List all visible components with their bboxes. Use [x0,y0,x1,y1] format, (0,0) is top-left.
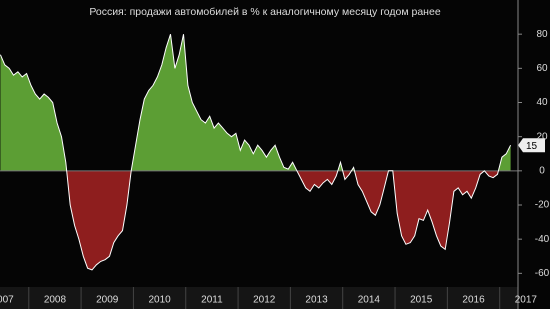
positive-area [0,34,511,171]
x-tick-label: 2012 [253,295,276,306]
y-tick-label: -60 [535,268,550,279]
x-axis-band [0,287,518,309]
x-tick-label: 2011 [201,295,223,306]
y-tick-label: 60 [536,63,548,74]
y-tick-label: 0 [539,165,545,176]
y-tick-label: -40 [535,234,550,245]
last-value-label: 15 [526,141,538,152]
line [0,34,512,271]
last-value-flag [518,138,545,153]
y-tick-label: 40 [536,97,548,108]
x-tick-label: 2010 [148,295,171,306]
y-tick-label: 80 [536,29,548,40]
y-tick-label: 20 [536,131,548,142]
x-tick-label: 2016 [462,295,485,306]
x-tick-label: 2008 [44,295,67,306]
x-tick-label: 2015 [410,295,433,306]
x-tick-label: 2014 [358,295,381,306]
chart-title: Россия: продажи автомобилей в % к аналог… [89,6,441,18]
x-tick-label: 2009 [96,295,119,306]
x-tick-label: 2013 [305,295,328,306]
y-tick-label: -20 [535,200,550,211]
x-tick-label: 2017 [515,295,538,306]
negative-area [66,170,499,270]
x-tick-label: 2007 [0,295,14,306]
